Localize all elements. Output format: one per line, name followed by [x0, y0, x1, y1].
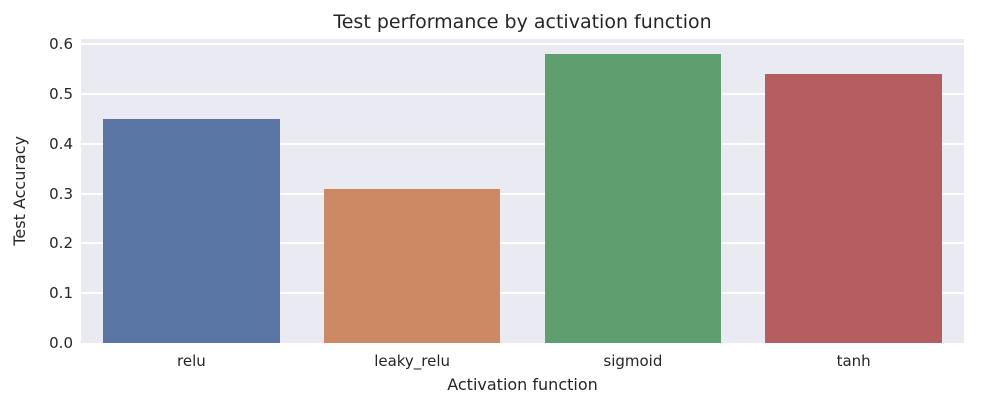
chart-title: Test performance by activation function — [333, 11, 712, 33]
y-tick-label: 0.2 — [49, 234, 73, 253]
bar-leaky_relu — [323, 188, 501, 343]
gridline — [81, 92, 964, 95]
plot-area — [81, 39, 964, 343]
y-tick-label: 0.6 — [49, 34, 73, 53]
x-tick-label: tanh — [836, 352, 871, 370]
x-axis-label: Activation function — [447, 375, 598, 394]
bar-sigmoid — [544, 53, 722, 343]
x-tick-labels: relu leaky_relu sigmoid tanh — [81, 352, 964, 372]
x-tick-label: sigmoid — [603, 352, 663, 370]
y-tick-labels: 0.0 0.1 0.2 0.3 0.4 0.5 0.6 — [0, 35, 73, 352]
bar-relu — [103, 118, 280, 343]
y-tick-label: 0.3 — [49, 184, 73, 203]
x-tick-label: relu — [177, 352, 206, 370]
x-tick-label: leaky_relu — [374, 352, 451, 370]
gridline — [81, 142, 964, 145]
bar-tanh — [765, 73, 942, 343]
gridline — [81, 42, 964, 45]
y-tick-label: 0.0 — [49, 334, 73, 352]
gridline — [81, 242, 964, 245]
gridline — [81, 192, 964, 195]
y-tick-label: 0.1 — [49, 284, 73, 303]
gridline — [81, 292, 964, 295]
y-tick-label: 0.5 — [49, 84, 73, 103]
y-tick-label: 0.4 — [49, 134, 73, 153]
